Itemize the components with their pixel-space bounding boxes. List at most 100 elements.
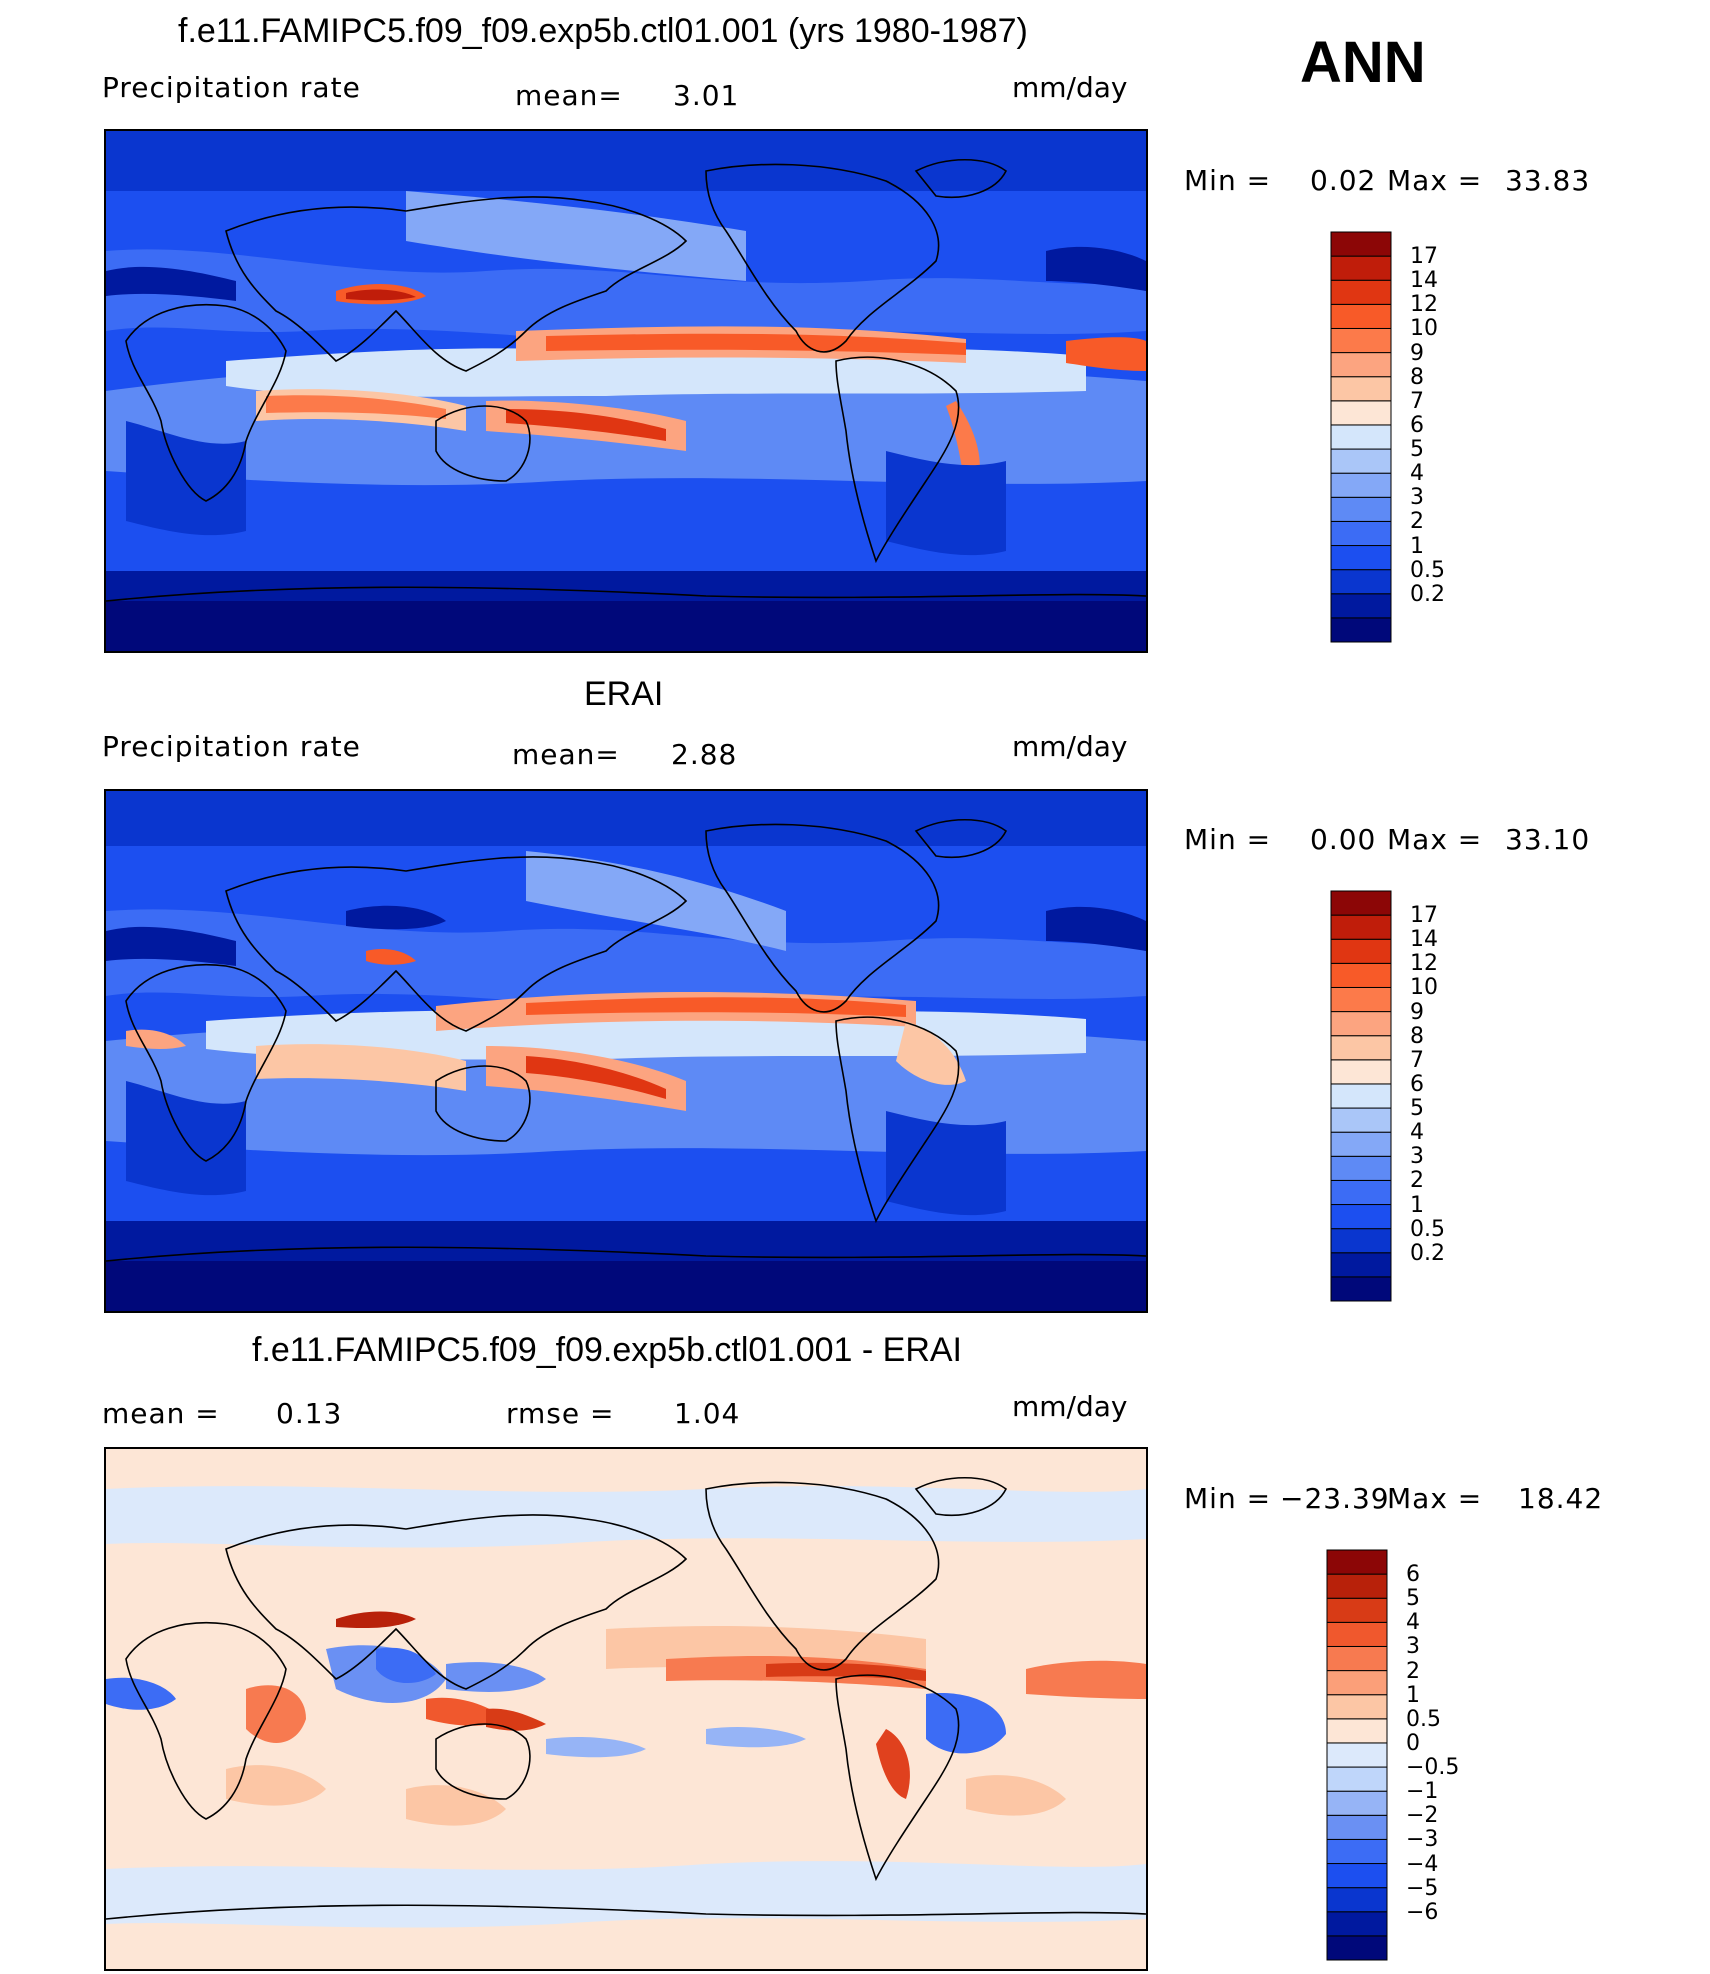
- panel-3-colorbar-box: [1326, 1645, 1388, 1672]
- panel-2-colorbar-box: [1330, 1276, 1392, 1302]
- panel-2-min-label: Min =: [1184, 823, 1272, 856]
- panel-3-colorbar-box: [1326, 1597, 1388, 1623]
- panel-2-colorbar-box: [1330, 962, 1392, 988]
- panel-3-colorbar-tick-label: 4: [1406, 1610, 1420, 1636]
- panel-2-colorbar-box: [1330, 914, 1392, 940]
- panel-2-colorbar-box: [1330, 1035, 1392, 1061]
- panel-1-colorbar-box: [1330, 279, 1392, 305]
- panel-3-colorbar-tick-label: 0: [1406, 1730, 1420, 1756]
- panel-3-colorbar-tick-label: 5: [1406, 1586, 1420, 1612]
- panel-2-colorbar-box: [1330, 1155, 1392, 1181]
- panel-3-map: [104, 1447, 1148, 1971]
- panel-1-colorbar-box: [1330, 496, 1392, 522]
- panel-1-units: mm/day: [1012, 71, 1128, 104]
- panel-1-max-value: 33.83: [1505, 164, 1591, 197]
- panel-2-colorbar-tick-label: 8: [1410, 1023, 1424, 1049]
- panel-3-title: f.e11.FAMIPC5.f09_f09.exp5b.ctl01.001 - …: [252, 1331, 962, 1369]
- panel-3-colorbar-box: [1326, 1621, 1388, 1647]
- panel-2-colorbar-box: [1330, 1204, 1392, 1230]
- panel-3-colorbar-box: [1326, 1670, 1388, 1696]
- panel-3-colorbar-box: [1326, 1838, 1388, 1865]
- panel-3-colorbar-tick-label: 1: [1406, 1682, 1420, 1708]
- panel-2-colorbar-box: [1330, 1252, 1392, 1278]
- panel-2-colorbar-tick-label: 0.5: [1410, 1216, 1445, 1242]
- panel-2-colorbar-tick-label: 4: [1410, 1120, 1424, 1146]
- panel-2-colorbar-box: [1330, 1059, 1392, 1085]
- panel-3-colorbar-box: [1326, 1742, 1388, 1768]
- panel-2-colorbar-box: [1330, 1083, 1392, 1109]
- panel-3-max-label: Max =: [1387, 1482, 1483, 1515]
- panel-3-colorbar-box: [1326, 1718, 1388, 1744]
- panel-2-units: mm/day: [1012, 730, 1128, 763]
- panel-2-title: ERAI: [584, 675, 664, 713]
- panel-3-colorbar-tick-label: 2: [1406, 1658, 1420, 1684]
- panel-1-colorbar-tick-label: 0.2: [1410, 581, 1445, 607]
- panel-1-colorbar-box: [1330, 569, 1392, 595]
- panel-1-colorbar-tick-label: 2: [1410, 509, 1424, 535]
- panel-3-colorbar-box: [1326, 1887, 1388, 1913]
- panel-1-map: [104, 129, 1148, 653]
- panel-3-colorbar-tick-label: 3: [1406, 1634, 1420, 1660]
- panel-3-colorbar-tick-label: 6: [1406, 1562, 1420, 1588]
- panel-3-colorbar-box: [1326, 1863, 1388, 1889]
- panel-1-colorbar-tick-label: 1: [1410, 533, 1424, 559]
- panel-3-colorbar-box: [1326, 1790, 1388, 1816]
- panel-3-colorbar-box: [1326, 1935, 1388, 1961]
- panel-1-min-value: 0.02: [1310, 164, 1377, 197]
- panel-1-colorbar-tick-label: 7: [1410, 388, 1424, 414]
- panel-2-colorbar-box: [1330, 1228, 1392, 1254]
- panel-3-min-value: −23.39: [1280, 1482, 1390, 1515]
- panel-2-max-label: Max =: [1387, 823, 1483, 856]
- panel-1-colorbar-box: [1330, 593, 1392, 619]
- panel-1-colorbar-tick-label: 6: [1410, 412, 1424, 438]
- panel-1-variable: Precipitation rate: [102, 71, 361, 104]
- panel-1-mean-value: 3.01: [673, 79, 740, 112]
- panel-1-colorbar-box: [1330, 400, 1392, 426]
- panel-1-colorbar-tick-label: 10: [1410, 316, 1438, 342]
- panel-2-colorbar-box: [1330, 1131, 1392, 1157]
- panel-3-min-label: Min =: [1184, 1482, 1272, 1515]
- panel-3-colorbar-tick-label: −0.5: [1406, 1755, 1460, 1781]
- panel-2-colorbar-tick-label: 10: [1410, 975, 1438, 1001]
- panel-2-mean-value: 2.88: [671, 738, 738, 771]
- panel-1-colorbar-box: [1330, 303, 1392, 329]
- panel-3-colorbar-box: [1326, 1573, 1388, 1599]
- panel-1-colorbar-box: [1330, 231, 1392, 257]
- panel-2-colorbar-tick-label: 17: [1410, 903, 1438, 929]
- panel-2-colorbar-box: [1330, 986, 1392, 1013]
- panel-1-mean-label: mean=: [515, 79, 623, 112]
- panel-1-colorbar-tick-label: 8: [1410, 364, 1424, 390]
- panel-3-units: mm/day: [1012, 1390, 1128, 1423]
- panel-1-colorbar-tick-label: 9: [1410, 340, 1424, 366]
- panel-3-mean-label: mean =: [102, 1397, 220, 1430]
- panel-2-colorbar-box: [1330, 890, 1392, 916]
- panel-2-colorbar-tick-label: 9: [1410, 999, 1424, 1025]
- panel-1-colorbar-tick-label: 0.5: [1410, 557, 1445, 583]
- panel-2-min-value: 0.00: [1310, 823, 1377, 856]
- panel-3-colorbar-tick-label: −6: [1406, 1899, 1439, 1925]
- panel-3-colorbar-box: [1326, 1549, 1388, 1575]
- panel-2-colorbar-tick-label: 3: [1410, 1144, 1424, 1170]
- panel-3-colorbar-box: [1326, 1814, 1388, 1840]
- panel-3-colorbar-tick-label: −2: [1406, 1803, 1439, 1829]
- panel-1-colorbar-box: [1330, 376, 1392, 402]
- panel-1-colorbar-tick-label: 12: [1410, 292, 1438, 318]
- panel-3-mean-value: 0.13: [276, 1397, 343, 1430]
- panel-1-colorbar-box: [1330, 617, 1392, 643]
- panel-2-colorbar-tick-label: 14: [1410, 927, 1438, 953]
- panel-2-colorbar-tick-label: 2: [1410, 1168, 1424, 1194]
- panel-1-colorbar-tick-label: 5: [1410, 437, 1424, 463]
- panel-2-variable: Precipitation rate: [102, 730, 361, 763]
- panel-3-colorbar-box: [1326, 1694, 1388, 1720]
- panel-2-colorbar: [1330, 890, 1392, 1302]
- panel-2-colorbar-box: [1330, 1179, 1392, 1206]
- panel-1-colorbar-box: [1330, 448, 1392, 474]
- panel-2-colorbar-box: [1330, 1107, 1392, 1133]
- panel-1-colorbar-tick-label: 3: [1410, 485, 1424, 511]
- panel-3-colorbar-tick-label: 0.5: [1406, 1706, 1441, 1732]
- panel-2-mean-label: mean=: [512, 738, 620, 771]
- panel-2-colorbar-tick-label: 5: [1410, 1096, 1424, 1122]
- panel-2-colorbar-box: [1330, 938, 1392, 964]
- panel-3-colorbar-tick-label: −1: [1406, 1779, 1439, 1805]
- panel-3-colorbar-box: [1326, 1766, 1388, 1792]
